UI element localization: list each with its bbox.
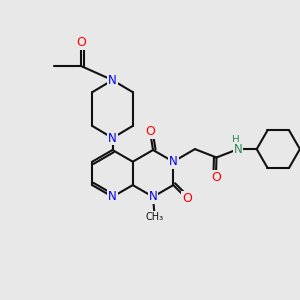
Text: H: H [232, 135, 240, 145]
Text: N: N [149, 190, 158, 203]
Text: N: N [108, 190, 117, 203]
Text: N: N [108, 131, 117, 145]
Text: N: N [234, 142, 242, 156]
Text: O: O [211, 170, 221, 184]
Text: O: O [182, 192, 192, 205]
Text: O: O [76, 35, 86, 49]
Text: O: O [145, 125, 155, 138]
Text: CH₃: CH₃ [146, 212, 164, 222]
Text: N: N [169, 155, 178, 168]
Text: N: N [108, 74, 117, 87]
